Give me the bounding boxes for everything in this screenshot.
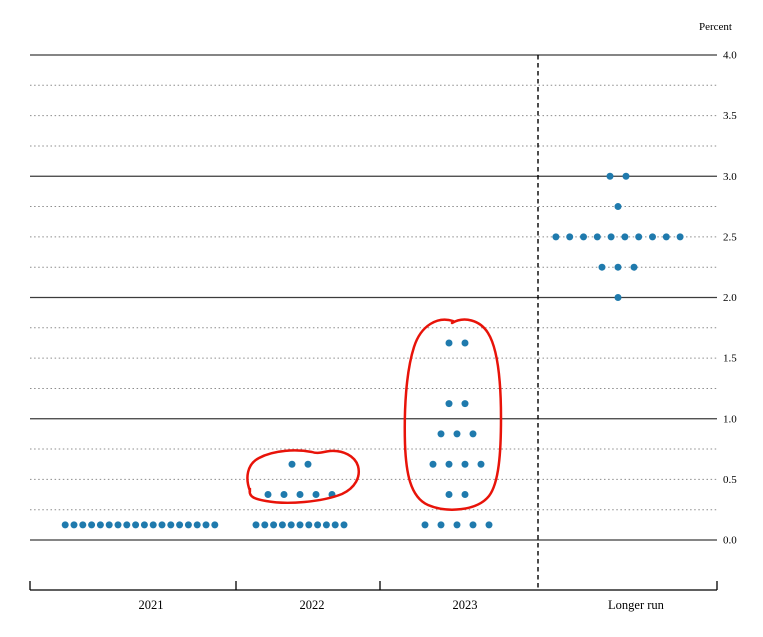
projection-dot (676, 233, 684, 241)
projection-dot (140, 521, 148, 529)
projection-dot (453, 521, 461, 529)
projection-dot (662, 233, 670, 241)
projection-dot (437, 430, 445, 438)
projection-dot (70, 521, 78, 529)
projection-dot (264, 491, 272, 499)
y-tick-label: 2.0 (723, 292, 737, 304)
annotation-circle-2022 (246, 449, 360, 504)
projection-dot (123, 521, 131, 529)
y-tick-label: 3.5 (723, 110, 737, 122)
projection-dot (96, 521, 104, 529)
projection-dot (445, 460, 453, 468)
projection-dot (552, 233, 560, 241)
y-axis-labels: 4.0 3.5 3.0 2.5 2.0 1.5 1.0 0.5 0.0 (723, 50, 737, 547)
y-axis-unit-label: Percent (699, 21, 732, 33)
projection-dot (296, 521, 304, 529)
y-tick-label: 0.5 (723, 474, 737, 486)
projection-dot (288, 460, 296, 468)
projection-dot (322, 521, 330, 529)
projection-dot (305, 521, 313, 529)
projection-dot (261, 521, 269, 529)
dots-2023 (421, 339, 493, 529)
x-axis-label-2021: 2021 (139, 598, 164, 612)
projection-dot (614, 263, 622, 271)
projection-dot (61, 521, 69, 529)
y-tick-label: 3.0 (723, 171, 737, 183)
projection-dot (453, 430, 461, 438)
projection-dot (184, 521, 192, 529)
projection-dot (202, 521, 210, 529)
projection-dot (580, 233, 587, 241)
projection-dot (445, 491, 453, 499)
projection-dot (280, 491, 288, 499)
projection-dot (614, 294, 622, 301)
projection-dot (304, 460, 312, 468)
projection-dot (614, 203, 622, 211)
projection-dot (593, 233, 601, 241)
projection-dot (461, 491, 469, 499)
projection-dot (607, 233, 615, 241)
y-tick-label: 2.5 (723, 231, 737, 243)
y-tick-label: 0.0 (723, 535, 737, 547)
projection-dot (630, 263, 638, 271)
projection-dot (461, 339, 469, 347)
projection-dot (445, 339, 453, 347)
projection-dot (566, 233, 574, 241)
projection-dot (176, 521, 184, 529)
projection-dot (469, 430, 477, 438)
x-axis: 2021 2022 2023 Longer run (29, 581, 718, 612)
projection-dot (278, 521, 286, 529)
x-axis-label-longer-run: Longer run (608, 598, 665, 612)
projection-dot (287, 521, 295, 529)
gridlines (30, 54, 717, 541)
projection-dot (649, 233, 656, 241)
projection-dot (314, 521, 322, 529)
projection-dot (252, 521, 260, 529)
projection-dot (211, 521, 219, 529)
dots-2021 (61, 521, 219, 529)
projection-dot (132, 521, 140, 529)
projection-dot (598, 263, 606, 271)
projection-dot (429, 460, 437, 468)
x-axis-label-2023: 2023 (453, 598, 478, 612)
projection-dot (158, 521, 166, 529)
x-axis-label-2022: 2022 (300, 598, 325, 612)
projection-dot (88, 521, 96, 529)
projection-dot (149, 521, 157, 529)
projection-dot (105, 521, 113, 529)
y-tick-label: 1.0 (723, 413, 737, 425)
y-tick-label: 4.0 (723, 50, 737, 62)
projection-dot (312, 491, 320, 499)
projection-dot (461, 460, 469, 468)
projection-dot (622, 172, 630, 180)
projection-dot (485, 521, 493, 529)
projection-dot (340, 521, 348, 529)
projection-dot (621, 233, 629, 241)
projection-dot (477, 460, 485, 468)
projection-dot (469, 521, 477, 529)
projection-dot (606, 172, 614, 180)
projection-dot (331, 521, 339, 529)
projection-dot (296, 491, 304, 499)
projection-dot (445, 400, 453, 408)
projection-dot (635, 233, 643, 241)
projection-dot (270, 521, 278, 529)
projection-dot (114, 521, 122, 529)
dots-2022 (252, 460, 348, 529)
projection-dot (437, 521, 445, 529)
projection-dot (79, 521, 87, 529)
projection-dot (421, 521, 429, 529)
projection-dot (461, 400, 469, 408)
annotation-circle-2023 (403, 318, 503, 511)
y-tick-label: 1.5 (723, 353, 737, 365)
dots-longer-run (552, 172, 684, 301)
projection-dot (167, 521, 175, 529)
projection-dot (193, 521, 201, 529)
